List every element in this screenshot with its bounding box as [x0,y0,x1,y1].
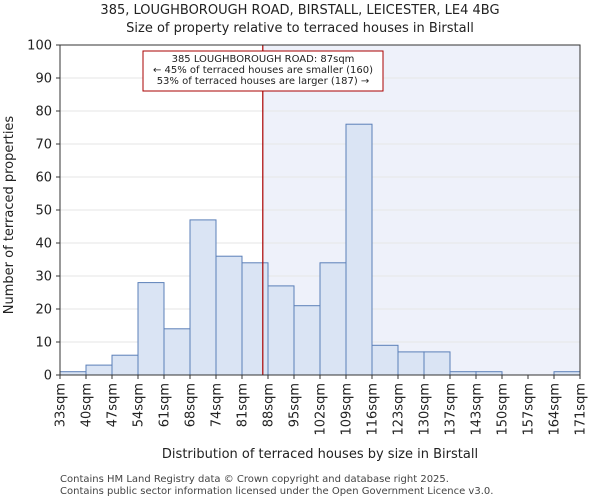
x-tick-label: 143sqm [470,383,485,436]
bar [397,351,425,376]
x-tick-label: 95sqm [288,383,303,427]
y-tick-label: 100 [27,39,52,54]
x-tick-label: 47sqm [106,383,121,427]
bar [189,219,217,376]
x-tick-label: 33sqm [54,383,69,427]
x-tick-label: 130sqm [418,383,433,436]
x-tick-label: 54sqm [132,383,147,427]
x-axis-label: Distribution of terraced houses by size … [162,447,478,462]
chart-subtitle: Size of property relative to terraced ho… [126,21,474,36]
y-tick-label: 70 [35,138,52,153]
x-tick-label: 123sqm [392,383,407,436]
y-tick-label: 80 [35,105,52,120]
bar [267,285,295,376]
bar [345,123,373,376]
annotation-frame [142,50,384,92]
footer-line-2: Contains public sector information licen… [60,486,493,497]
annotation-line-3: 53% of terraced houses are larger (187) … [157,76,370,87]
bar [319,262,347,376]
y-tick-label: 90 [35,72,52,87]
x-tick-label: 40sqm [80,383,95,427]
x-tick-label: 74sqm [210,383,225,427]
footer-line-1: Contains HM Land Registry data © Crown c… [60,474,449,485]
y-tick-label: 30 [35,270,52,285]
y-axis-ticks: 0 10 20 30 40 50 60 70 80 90 100 [27,39,60,384]
bar [371,344,399,376]
x-tick-label: 150sqm [496,383,511,436]
x-tick-label: 61sqm [158,383,173,427]
annotation-line-1: 385 LOUGHBOROUGH ROAD: 87sqm [172,54,355,65]
x-tick-label: 171sqm [574,383,589,436]
x-axis-ticks: 33sqm 40sqm 47sqm 54sqm 61sqm 68sqm 74sqm 81sqm… [54,375,589,436]
y-tick-label: 50 [35,204,52,219]
x-tick-label: 88sqm [262,383,277,427]
x-tick-label: 137sqm [444,383,459,436]
y-tick-label: 0 [44,369,52,384]
x-tick-label: 68sqm [184,383,199,427]
bar [293,305,321,376]
bar [163,328,191,376]
annotation-box: 385 LOUGHBOROUGH ROAD: 87sqm ← 45% of te… [142,50,384,92]
bar [85,364,113,376]
chart-title: 385, LOUGHBOROUGH ROAD, BIRSTALL, LEICES… [100,3,499,18]
x-tick-label: 157sqm [522,383,537,436]
annotation-line-2: ← 45% of terraced houses are smaller (16… [153,65,373,76]
bar [137,282,165,376]
y-tick-label: 40 [35,237,52,252]
bar [423,351,451,376]
bars [59,123,581,376]
x-tick-label: 102sqm [314,383,329,436]
bar [111,354,139,376]
bar [241,262,269,376]
x-tick-label: 109sqm [340,383,355,436]
y-axis-label: Number of terraced properties [2,116,17,315]
x-tick-label: 164sqm [548,383,563,436]
y-tick-label: 60 [35,171,52,186]
y-tick-label: 20 [35,303,52,318]
y-tick-label: 10 [35,336,52,351]
x-tick-label: 81sqm [236,383,251,427]
bar [215,255,243,376]
x-tick-label: 116sqm [366,383,381,436]
